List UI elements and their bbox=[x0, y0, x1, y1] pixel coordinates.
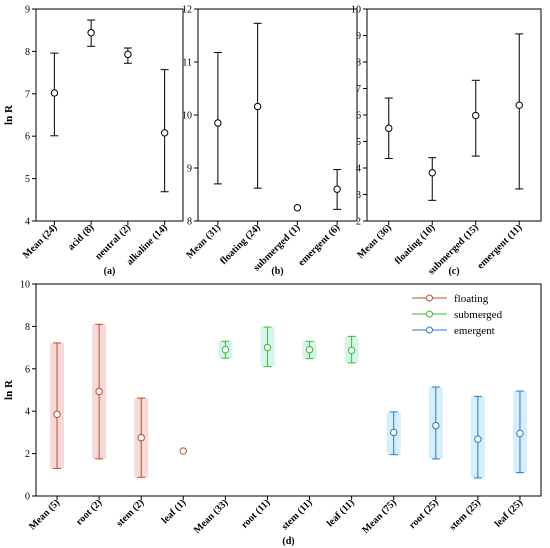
mean-marker bbox=[253, 102, 262, 111]
mean-marker bbox=[214, 119, 222, 127]
y-tick-label: 4 bbox=[25, 217, 30, 228]
y-tick-label: 4 bbox=[25, 407, 30, 418]
mean-marker bbox=[179, 447, 187, 455]
x-tick-label: root (25) bbox=[407, 497, 441, 531]
x-tick-label: Mean (33) bbox=[192, 497, 231, 536]
y-tick-label: 10 bbox=[20, 280, 30, 291]
x-tick-label: root (11) bbox=[239, 497, 272, 530]
panel-label: (a) bbox=[104, 266, 116, 277]
x-tick-label: Mean (75) bbox=[360, 497, 399, 536]
y-tick-label: 10 bbox=[182, 111, 192, 122]
y-tick-label: 9 bbox=[187, 164, 192, 175]
plot-frame bbox=[35, 283, 542, 497]
x-tick-label: leaf (25) bbox=[493, 497, 525, 529]
x-tick-label: Mean (5) bbox=[27, 497, 62, 532]
legend-marker bbox=[426, 326, 433, 334]
legend-label: submerged bbox=[454, 309, 503, 321]
plot-frame bbox=[35, 8, 184, 222]
plot-frame bbox=[366, 8, 542, 222]
y-tick-label: 12 bbox=[182, 5, 192, 16]
mean-marker bbox=[432, 421, 440, 430]
y-axis-title: ln R bbox=[3, 379, 15, 400]
x-tick-label: emergent (11) bbox=[475, 222, 524, 271]
x-tick-label: acid (8) bbox=[66, 222, 96, 252]
mean-marker bbox=[385, 124, 393, 132]
y-tick-label: 2 bbox=[25, 449, 30, 460]
mean-marker bbox=[515, 101, 523, 109]
x-tick-label: Mean (31) bbox=[184, 222, 223, 261]
y-tick-label: 9 bbox=[25, 5, 30, 16]
y-axis-title: ln R bbox=[3, 104, 15, 125]
mean-marker bbox=[293, 204, 302, 212]
y-tick-label: 7 bbox=[356, 84, 361, 95]
panel-label: (d) bbox=[282, 536, 294, 547]
mean-marker bbox=[516, 429, 524, 438]
mean-marker bbox=[221, 346, 230, 354]
y-tick-label: 8 bbox=[25, 322, 30, 333]
x-tick-label: floating (10) bbox=[393, 222, 438, 267]
mean-marker bbox=[428, 169, 436, 177]
y-tick-label: 6 bbox=[25, 132, 30, 143]
panel-label: (b) bbox=[271, 266, 283, 277]
y-tick-label: 11 bbox=[182, 58, 192, 69]
mean-marker bbox=[263, 343, 272, 352]
legend-marker bbox=[426, 294, 433, 302]
y-tick-label: 8 bbox=[187, 217, 192, 228]
x-tick-label: leaf (1) bbox=[160, 497, 189, 526]
mean-marker bbox=[50, 89, 59, 97]
y-tick-label: 8 bbox=[356, 58, 361, 69]
y-tick-label: 8 bbox=[25, 47, 30, 58]
x-tick-label: leaf (11) bbox=[325, 497, 357, 529]
y-tick-label: 6 bbox=[356, 111, 361, 122]
legend-label: floating bbox=[454, 293, 489, 305]
mean-marker bbox=[95, 387, 103, 396]
mean-marker bbox=[347, 346, 356, 355]
x-tick-label: stem (2) bbox=[114, 497, 146, 529]
legend-marker bbox=[426, 310, 433, 318]
mean-marker bbox=[124, 50, 132, 59]
x-tick-label: root (2) bbox=[74, 497, 104, 527]
mean-marker bbox=[472, 111, 480, 120]
mean-marker bbox=[474, 435, 482, 443]
mean-marker bbox=[53, 410, 61, 419]
y-tick-label: 10 bbox=[351, 5, 361, 16]
y-tick-label: 3 bbox=[356, 190, 361, 201]
mean-marker bbox=[137, 434, 145, 442]
mean-marker bbox=[333, 185, 341, 193]
y-tick-label: 5 bbox=[25, 174, 30, 185]
x-tick-label: stem (25) bbox=[448, 497, 483, 532]
mean-marker bbox=[87, 29, 95, 37]
mean-marker bbox=[390, 428, 398, 437]
y-tick-label: 5 bbox=[356, 137, 361, 148]
y-tick-label: 4 bbox=[356, 164, 361, 175]
panel-label: (c) bbox=[448, 266, 459, 277]
x-tick-label: emergent (6) bbox=[296, 222, 342, 268]
y-tick-label: 6 bbox=[25, 364, 30, 375]
y-tick-label: 2 bbox=[356, 217, 361, 228]
y-tick-label: 7 bbox=[25, 89, 30, 100]
x-tick-label: Mean (36) bbox=[355, 222, 394, 261]
y-tick-label: 0 bbox=[25, 492, 30, 503]
plot-frame bbox=[197, 8, 358, 222]
legend-label: emergent bbox=[454, 325, 495, 337]
mean-marker bbox=[160, 129, 169, 137]
y-tick-label: 9 bbox=[356, 31, 361, 42]
mean-marker bbox=[305, 346, 314, 354]
x-tick-label: Mean (24) bbox=[21, 222, 60, 261]
x-tick-label: stem (11) bbox=[280, 497, 315, 532]
